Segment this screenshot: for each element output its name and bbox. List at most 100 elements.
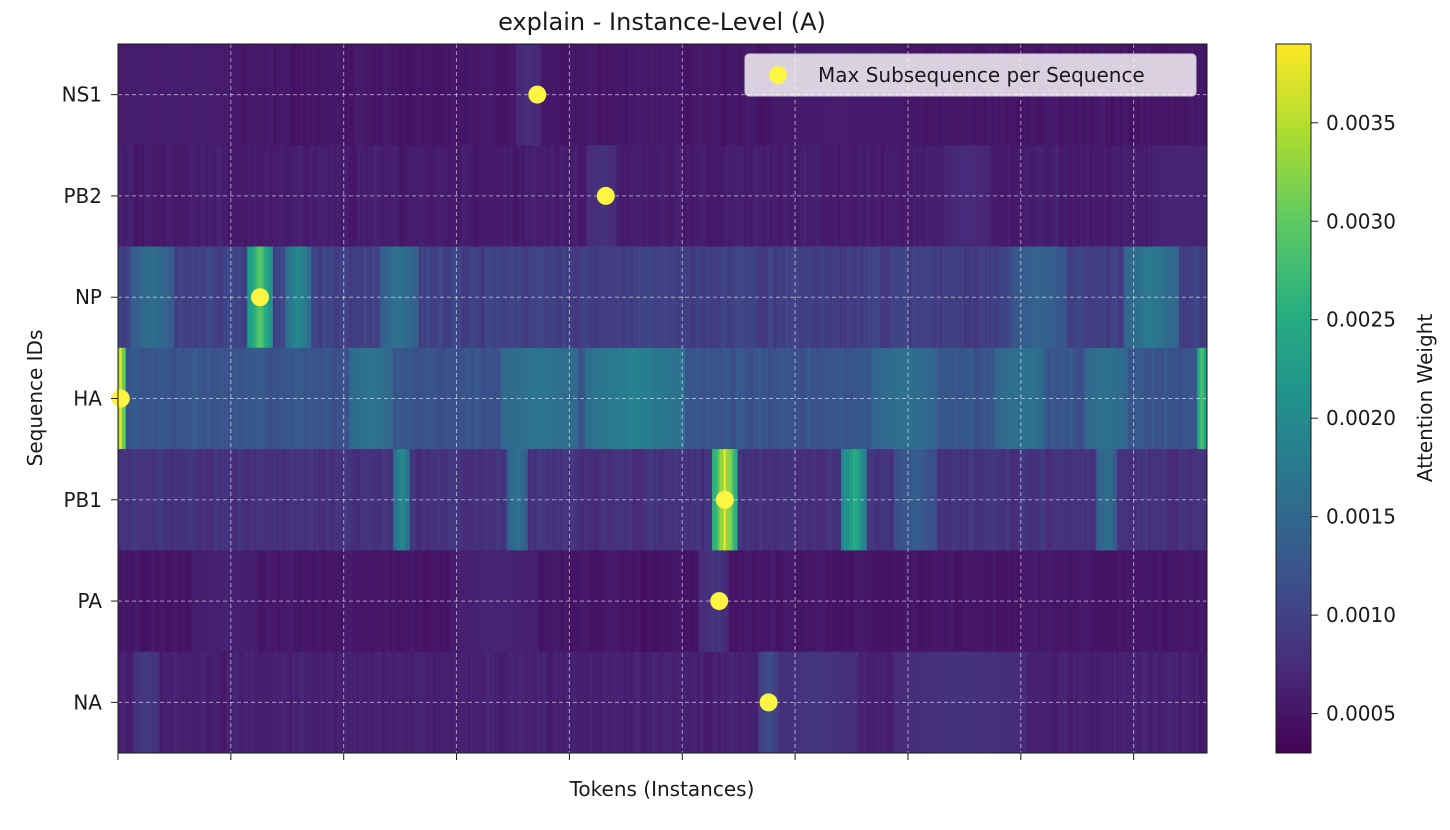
heatmap-cell: [654, 449, 657, 551]
heatmap-cell: [121, 449, 124, 551]
heatmap-cell: [185, 145, 188, 247]
heatmap-cell: [780, 449, 783, 551]
heatmap-cell: [304, 145, 307, 247]
heatmap-cell: [1110, 246, 1113, 349]
heatmap-cell: [899, 145, 902, 247]
heatmap-cell: [863, 449, 866, 551]
heatmap-cell: [947, 246, 950, 349]
heatmap-cell: [590, 449, 593, 551]
heatmap-cell: [704, 449, 706, 551]
heatmap-cell: [620, 44, 623, 146]
heatmap-cell: [221, 44, 224, 146]
heatmap-cell: [177, 449, 180, 551]
heatmap-cell: [353, 347, 356, 450]
heatmap-cell: [499, 246, 502, 349]
heatmap-cell: [915, 347, 917, 450]
heatmap-cell: [1109, 449, 1112, 551]
heatmap-cell: [359, 145, 362, 247]
heatmap-cell: [388, 44, 391, 146]
heatmap-cell: [150, 44, 153, 146]
heatmap-cell: [411, 449, 413, 551]
heatmap-cell: [1012, 145, 1015, 247]
heatmap-cell: [1153, 145, 1155, 247]
heatmap-cell: [717, 347, 720, 450]
heatmap-cell: [270, 246, 273, 349]
heatmap-cell: [508, 145, 511, 247]
heatmap-cell: [305, 347, 308, 450]
heatmap-cell: [332, 246, 335, 349]
heatmap-cell: [697, 246, 700, 349]
heatmap-cell: [746, 145, 749, 247]
heatmap-cell: [354, 449, 357, 551]
heatmap-cell: [479, 246, 482, 349]
heatmap-cell: [226, 347, 229, 450]
heatmap-cell: [634, 347, 637, 450]
heatmap-cell: [856, 449, 859, 551]
heatmap-cell: [206, 145, 209, 247]
heatmap-cell: [445, 44, 448, 146]
heatmap-cell: [885, 449, 888, 551]
heatmap-cell: [704, 347, 706, 450]
heatmap-cell: [492, 449, 495, 551]
heatmap-cell: [207, 347, 210, 450]
heatmap-cell: [849, 145, 852, 247]
heatmap-cell: [417, 246, 420, 349]
heatmap-cell: [583, 246, 586, 349]
heatmap-cell: [417, 145, 420, 247]
heatmap-cell: [122, 550, 125, 653]
heatmap-cell: [240, 246, 243, 349]
heatmap-cell: [1123, 347, 1126, 450]
heatmap-cell: [592, 145, 595, 247]
heatmap-cell: [787, 449, 789, 551]
heatmap-cell: [1101, 347, 1104, 450]
heatmap-cell: [290, 44, 293, 146]
heatmap-cell: [1103, 145, 1106, 247]
heatmap-cell: [268, 449, 271, 551]
heatmap-cell: [872, 347, 875, 450]
heatmap-cell: [1180, 449, 1182, 551]
heatmap-cell: [443, 44, 446, 146]
heatmap-cell: [268, 145, 271, 247]
heatmap-cell: [233, 550, 236, 653]
heatmap-cell: [1137, 347, 1140, 450]
heatmap-cell: [768, 145, 770, 247]
heatmap-cell: [808, 449, 811, 551]
heatmap-cell: [193, 347, 195, 450]
heatmap-cell: [486, 246, 488, 349]
heatmap-cell: [1054, 449, 1057, 551]
heatmap-cell: [578, 44, 581, 146]
heatmap-cell: [690, 246, 693, 349]
heatmap-cell: [912, 246, 915, 349]
heatmap-cell: [123, 44, 126, 146]
heatmap-cell: [632, 246, 634, 349]
heatmap-cell: [906, 246, 908, 349]
heatmap-cell: [415, 246, 418, 349]
heatmap-cell: [662, 246, 665, 349]
heatmap-cell: [277, 44, 280, 146]
heatmap-cell: [443, 347, 446, 450]
heatmap-cell: [739, 145, 742, 247]
heatmap-cell: [256, 550, 258, 653]
heatmap-cell: [737, 449, 740, 551]
heatmap-cell: [359, 44, 362, 146]
heatmap-cell: [123, 145, 126, 247]
heatmap-cell: [863, 347, 866, 450]
heatmap-cell: [534, 246, 537, 349]
heatmap-cell: [394, 449, 396, 551]
heatmap-cell: [184, 145, 186, 247]
heatmap-cell: [919, 246, 922, 349]
heatmap-cell: [653, 347, 656, 450]
heatmap-cell: [528, 347, 531, 450]
heatmap-cell: [851, 145, 853, 247]
heatmap-cell: [899, 347, 902, 450]
heatmap-cell: [522, 347, 524, 450]
heatmap-cell: [436, 449, 439, 551]
heatmap-cell: [1173, 347, 1176, 450]
heatmap-cell: [1164, 347, 1167, 450]
heatmap-cell: [641, 449, 643, 551]
heatmap-cell: [375, 449, 377, 551]
heatmap-cell: [844, 246, 847, 349]
heatmap-cell: [1004, 347, 1007, 450]
heatmap-cell: [718, 44, 721, 146]
heatmap-cell: [1136, 347, 1138, 450]
